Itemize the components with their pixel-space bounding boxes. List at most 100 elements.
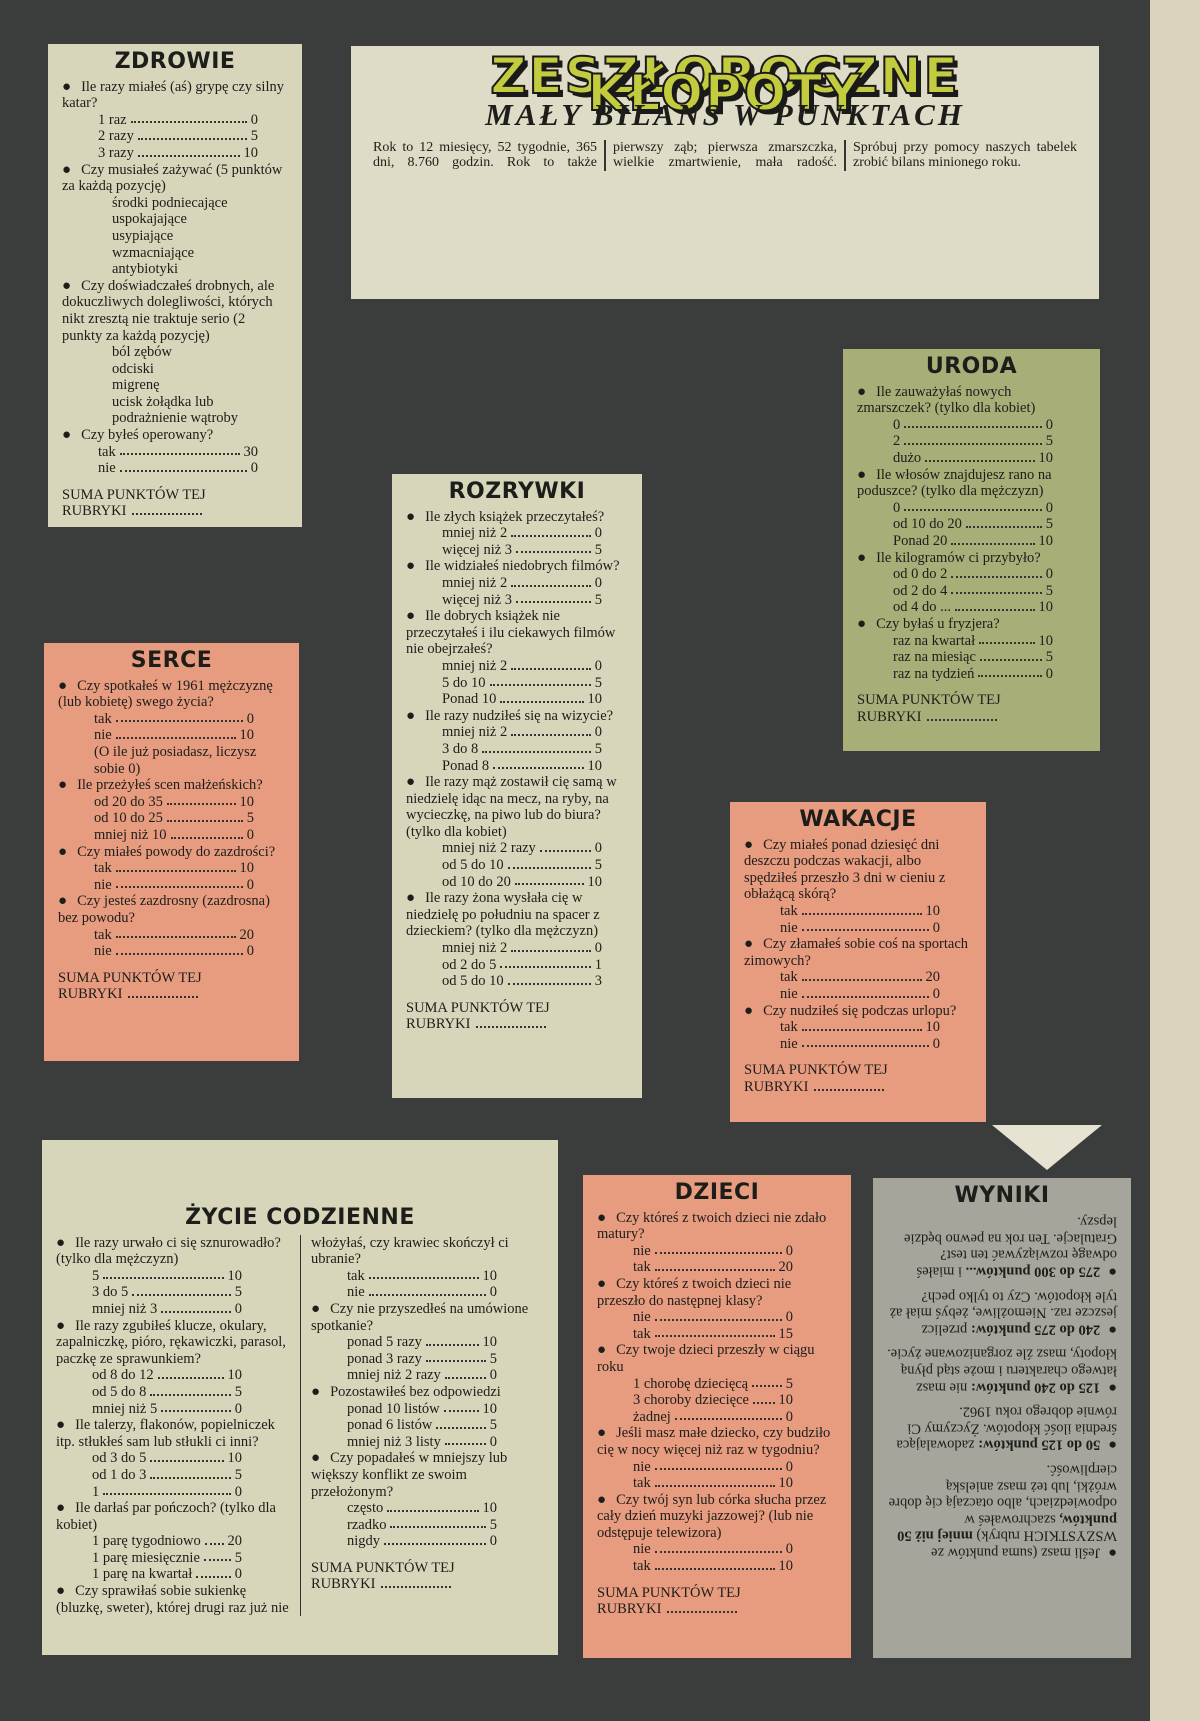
option-label: 2	[893, 433, 901, 450]
option-label: mniej niż 2	[442, 657, 508, 674]
leader	[511, 658, 591, 670]
options: 1 raz 0 2 razy 5 3 razy 10	[98, 112, 258, 162]
leader	[425, 1351, 486, 1363]
option: 3 choroby dziecięce 10	[633, 1392, 793, 1409]
section-footer: SUMA PUNKTÓW TEJ RUBRYKI	[857, 692, 1047, 725]
option: więcej niż 3 5	[442, 542, 602, 559]
option: tak 10	[633, 1558, 793, 1575]
question: Czy miałeś powody do zazdrości?tak 10 nie 0	[58, 844, 285, 894]
leader	[752, 1392, 775, 1404]
section-box: ŻYCIE CODZIENNE Ile razy urwało ci się sz…	[42, 1140, 558, 1655]
leader	[801, 969, 922, 981]
leader	[444, 1434, 486, 1446]
option: od 1 do 3 5	[92, 1467, 242, 1484]
leader	[166, 810, 243, 822]
option-label: nie	[633, 1458, 651, 1475]
note: (O ile już posiadasz, liczysz sobie 0)	[94, 743, 257, 777]
option: od 20 do 35 10	[94, 794, 254, 811]
question-text: Ile talerzy, flakonów, popielniczek itp.…	[56, 1417, 289, 1450]
option-points: 0	[234, 1300, 242, 1317]
option-points: 0	[932, 1035, 940, 1052]
question: Czy popadałeś w mniejszy lub większy kon…	[311, 1450, 544, 1550]
option: od 4 do ... 10	[893, 599, 1053, 616]
option-label: mniej niż 10	[94, 826, 167, 843]
option-points: 5	[594, 591, 602, 608]
options: 1 chorobę dziecięcą 5 3 choroby dziecięce 1…	[633, 1376, 793, 1426]
options: mniej niż 2 razy 0 od 5 do 10 5 od 10 do 20 1…	[442, 840, 602, 890]
option-label: mniej niż 2	[442, 940, 508, 957]
option: 1 parę miesięcznie 5	[92, 1550, 242, 1567]
leader	[654, 1558, 775, 1570]
result: 275 do 300 punktów... i miałeś odwagę ro…	[887, 1213, 1117, 1279]
question-text: Ile darłaś par pończoch? (tylko dla kobi…	[56, 1500, 289, 1533]
option-label: od 2 do 5	[442, 956, 497, 973]
option: 1 parę na kwartał 0	[92, 1566, 242, 1583]
question: Ile dobrych książek nie przeczytałeś i i…	[406, 608, 628, 708]
leader	[979, 633, 1035, 645]
question: Ile talerzy, flakonów, popielniczek itp.…	[56, 1417, 289, 1500]
option: 1 raz 0	[98, 112, 258, 129]
subtitle: MAŁY BILANS W PUNKTACH	[485, 97, 965, 133]
option: nie 0	[633, 1243, 793, 1260]
question-text: Czy byłaś u fryzjera?	[857, 616, 1086, 633]
option-label: ponad 5 razy	[347, 1334, 422, 1351]
section-title: ZDROWIE	[114, 49, 236, 74]
item: ucisk żołądka lub podrażnienie wątroby	[112, 393, 239, 427]
item: odciski	[112, 360, 154, 377]
option-points: 0	[489, 1284, 497, 1301]
question: Czy twój syn lub córka słucha przez cały…	[597, 1492, 837, 1575]
leader	[752, 1376, 782, 1388]
options: od 20 do 35 10 od 10 do 25 5 mniej niż 10 0	[94, 794, 254, 844]
leader	[965, 516, 1042, 528]
option: nigdy 0	[347, 1533, 497, 1550]
option-points: 10	[925, 902, 941, 919]
leader	[204, 1533, 224, 1545]
leader	[387, 1500, 479, 1512]
option: 5 do 10 5	[442, 675, 602, 692]
option-points: 10	[925, 1019, 941, 1036]
option-label: ponad 6 listów	[347, 1417, 433, 1434]
option-label: tak	[633, 1259, 651, 1276]
option-label: 1 parę na kwartał	[92, 1566, 193, 1583]
option: tak 20	[94, 927, 254, 944]
option-points: 10	[482, 1400, 498, 1417]
options: od 8 do 12 10 od 5 do 8 5 mniej niż 5 0	[92, 1367, 242, 1417]
option-points: 5	[489, 1350, 497, 1367]
question-text: Czy byłeś operowany?	[62, 427, 288, 444]
header-box: ZESZŁOROCZNE KŁOPOTY MAŁY BILANS W PUNKT…	[351, 46, 1099, 299]
option-label: więcej niż 3	[442, 591, 513, 608]
question: Czy doświadczałeś drobnych, ale dokuczli…	[62, 278, 288, 427]
paper-edge	[1150, 0, 1200, 1721]
options: nie 0 tak 15	[633, 1309, 793, 1342]
options: 1 parę tygodniowo 20 1 parę miesięcznie 5 1 …	[92, 1533, 242, 1583]
option-points: 10	[1038, 532, 1054, 549]
option-points: 0	[1045, 566, 1053, 583]
option-points: 5	[234, 1383, 242, 1400]
option: nie 0	[98, 460, 258, 477]
question: Ile widziałeś niedobrych filmów?mniej ni…	[406, 558, 628, 608]
option-label: nie	[633, 1541, 651, 1558]
item: migrenę	[112, 377, 160, 394]
leader	[368, 1268, 479, 1280]
option-label: mniej niż 2	[442, 724, 508, 741]
option-label: mniej niż 3 listy	[347, 1433, 441, 1450]
leader	[674, 1409, 782, 1421]
leader	[115, 727, 236, 739]
option-points: 5	[594, 541, 602, 558]
question-text: Czy nudziłeś się podczas urlopu?	[744, 1003, 972, 1020]
option-points: 20	[778, 1259, 794, 1276]
options: mniej niż 2 0 więcej niż 3 5	[442, 575, 602, 608]
option-label: mniej niż 2	[442, 574, 508, 591]
option-label: dużo	[893, 449, 922, 466]
question-text: Czy spotkałeś w 1961 mężczyznę (lub kobi…	[58, 678, 285, 711]
option-points: 0	[246, 710, 254, 727]
result-range: 125 do 240 punktów:	[970, 1378, 1101, 1395]
question-text: Ile razy miałeś (aś) grypę czy silny kat…	[62, 79, 288, 112]
question: Ile zauważyłaś nowych zmarszczek? (tylko…	[857, 384, 1086, 467]
option: tak 0	[94, 711, 254, 728]
question-text: Ile widziałeś niedobrych filmów?	[406, 558, 628, 575]
options: mniej niż 2 0 3 do 8 5 Ponad 8 10	[442, 724, 602, 774]
leader	[130, 112, 247, 124]
option-points: 10	[1038, 599, 1054, 616]
